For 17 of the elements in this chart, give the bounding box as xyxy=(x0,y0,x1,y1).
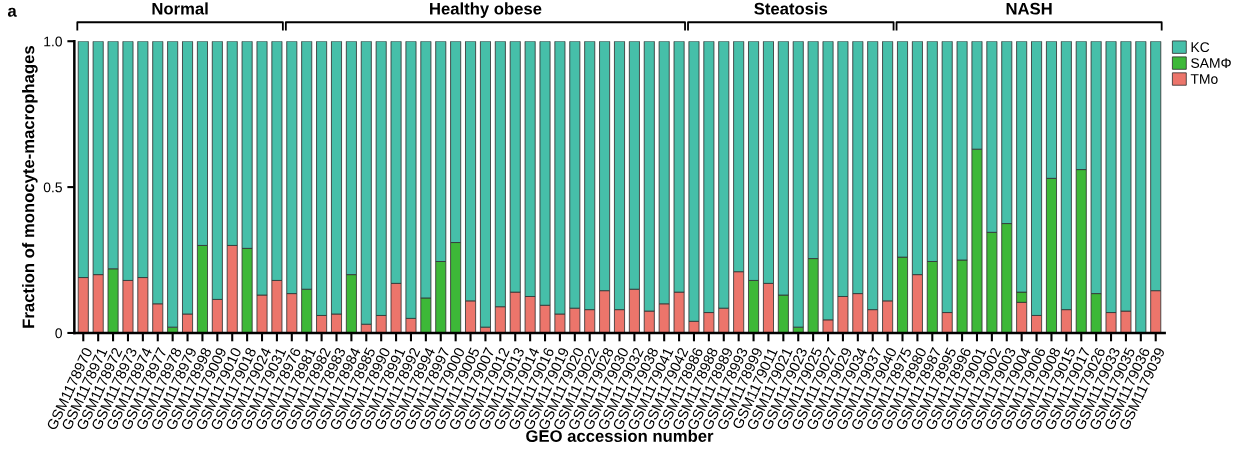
legend-label: KC xyxy=(1191,42,1210,53)
y-axis-title: Fraction of monocyte-macrophages xyxy=(22,46,38,328)
legend-label: SAMΦ xyxy=(1191,58,1231,68)
text: Steatosis xyxy=(754,2,828,15)
bar xyxy=(167,41,179,328)
text: Healthy obese xyxy=(430,2,542,18)
y-tick-label: 0.5 xyxy=(43,182,62,193)
y-tick-label: 0 xyxy=(55,328,62,339)
x-axis-title: GEO accession number xyxy=(526,429,714,442)
text: Normal xyxy=(152,2,208,15)
bar xyxy=(1135,41,1147,333)
y-tick-label: 1.0 xyxy=(44,36,62,47)
text: NASH xyxy=(1006,2,1052,15)
text: a xyxy=(7,7,17,17)
legend-label: TMo xyxy=(1190,74,1218,84)
bar xyxy=(792,41,804,328)
bar xyxy=(479,41,491,328)
